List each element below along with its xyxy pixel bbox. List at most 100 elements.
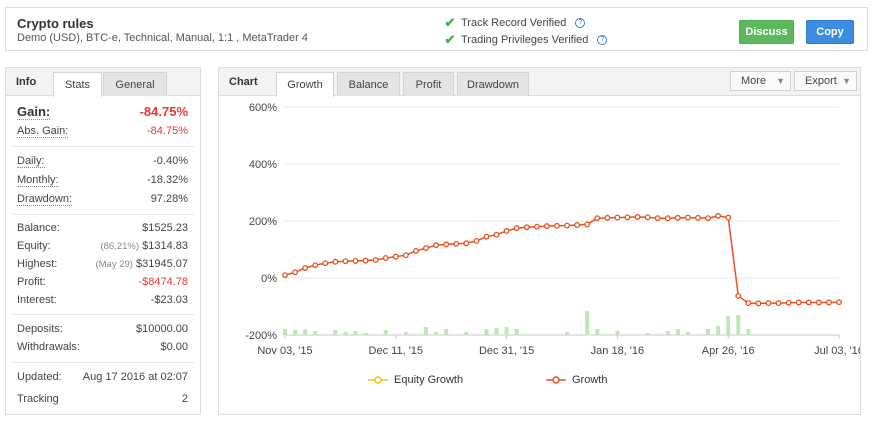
volume-bar — [434, 332, 439, 335]
growth-point — [342, 258, 349, 265]
growth-point — [554, 222, 560, 229]
gain-label: Gain: — [17, 104, 51, 120]
growth-point — [402, 252, 409, 259]
trading-privileges-verified: ✔ Trading Privileges Verified ? — [443, 32, 608, 48]
volume-bar — [383, 330, 388, 335]
equity-row: Equity: (86.21%) $1314.83 — [17, 240, 188, 252]
volume-bar — [303, 329, 308, 335]
tab-balance[interactable]: Balance — [337, 72, 400, 96]
x-tick-label: Jul 03, '16 — [814, 345, 860, 357]
equity-value: $1314.83 — [142, 240, 188, 252]
growth-point — [292, 269, 299, 276]
volume-bar — [706, 329, 711, 335]
volume-bar — [363, 333, 368, 335]
discuss-button[interactable]: Discuss — [739, 20, 794, 44]
growth-point — [523, 224, 530, 231]
growth-point — [503, 228, 510, 234]
system-subtitle: Demo (USD), BTC-e, Technical, Manual, 1:… — [17, 32, 308, 44]
volume-bar — [595, 329, 600, 335]
growth-point — [332, 258, 339, 265]
volume-bar — [514, 329, 519, 335]
legend-growth-label: Growth — [572, 374, 608, 386]
x-tick-label: Nov 03, '15 — [257, 345, 312, 357]
growth-point — [453, 240, 460, 247]
abs-gain-row: Abs. Gain: -84.75% — [17, 125, 188, 138]
growth-point — [795, 299, 802, 306]
more-label: More — [741, 75, 767, 87]
info-panel: Info Stats General Gain: -84.75% Abs. Ga… — [5, 67, 201, 415]
growth-chart[interactable]: 600% 400% 200% 0% -200% Nov 03, '15 Dec 11, '… — [219, 96, 860, 396]
volume-bar — [585, 311, 590, 335]
volume-bar — [675, 329, 680, 335]
volume-bar — [333, 330, 338, 335]
growth-point — [584, 221, 591, 228]
divider — [12, 362, 194, 363]
growth-point — [312, 262, 319, 269]
help-icon[interactable]: ? — [575, 18, 586, 28]
highest-row: Highest: (May 29) $31945.07 — [17, 258, 188, 270]
growth-point — [775, 300, 782, 307]
growth-point — [674, 214, 681, 221]
export-dropdown[interactable]: Export ▼ — [794, 71, 857, 91]
volume-bar — [343, 332, 348, 335]
chart-title: Chart — [229, 76, 258, 88]
profit-label: Profit: — [17, 276, 46, 288]
growth-point — [282, 272, 288, 279]
volume-bar — [685, 332, 690, 335]
copy-button[interactable]: Copy — [806, 20, 854, 44]
info-tabbar: Info Stats General — [6, 68, 200, 97]
volume-bar — [424, 327, 429, 335]
volume-bar — [726, 316, 731, 335]
growth-point — [483, 233, 490, 240]
growth-point — [614, 214, 621, 221]
monthly-value: -18.32% — [147, 174, 188, 186]
tracking-value: 2 — [181, 393, 188, 405]
tab-general[interactable]: General — [103, 72, 167, 96]
tab-drawdown[interactable]: Drawdown — [457, 72, 529, 96]
chevron-down-icon: ▼ — [842, 76, 851, 86]
highest-value: $31945.07 — [136, 258, 188, 270]
system-header: Crypto rules Demo (USD), BTC-e, Technica… — [5, 7, 868, 51]
tab-growth[interactable]: Growth — [276, 72, 334, 97]
monthly-label: Monthly: — [17, 174, 59, 187]
balance-row: Balance: $1525.23 — [17, 222, 188, 234]
highest-note: (May 29) — [95, 259, 133, 270]
deposits-row: Deposits: $10000.00 — [17, 323, 188, 335]
check-icon: ✔ — [444, 32, 456, 47]
growth-point — [785, 299, 792, 306]
growth-point — [372, 257, 379, 263]
profit-row: Profit: -$8474.78 — [17, 276, 188, 288]
divider — [12, 146, 194, 147]
volume-bar — [736, 315, 741, 335]
withdrawals-value: $0.00 — [160, 341, 188, 353]
profit-value: -$8474.78 — [138, 276, 188, 288]
updated-label: Updated: — [17, 371, 62, 383]
x-tick-label: Apr 26, '16 — [702, 345, 755, 357]
y-tick-label: 600% — [249, 102, 277, 114]
balance-value: $1525.23 — [142, 222, 188, 234]
growth-point — [805, 299, 812, 306]
growth-point — [745, 300, 752, 307]
legend-growth[interactable]: Growth — [545, 374, 607, 386]
tracking-label: Tracking — [17, 393, 59, 405]
growth-point — [473, 237, 480, 244]
updated-value: Aug 17 2016 at 02:07 — [82, 371, 188, 383]
growth-point — [543, 223, 550, 230]
abs-gain-label: Abs. Gain: — [17, 125, 69, 138]
volume-bar — [494, 328, 499, 335]
tracking-row: Tracking 2 — [17, 393, 188, 405]
growth-point — [634, 214, 641, 220]
growth-point — [513, 225, 520, 232]
gain-row: Gain: -84.75% — [17, 104, 188, 120]
growth-point — [302, 265, 309, 271]
volume-bar — [283, 329, 287, 335]
daily-value: -0.40% — [153, 155, 188, 167]
help-icon[interactable]: ? — [597, 35, 608, 45]
drawdown-value: 97.28% — [150, 193, 188, 205]
growth-point — [735, 293, 742, 299]
tab-stats[interactable]: Stats — [53, 72, 102, 97]
daily-row: Daily: -0.40% — [17, 155, 188, 168]
tab-profit[interactable]: Profit — [403, 72, 454, 96]
legend-equity-growth[interactable]: Equity Growth — [367, 374, 463, 386]
more-dropdown[interactable]: More ▼ — [730, 71, 791, 91]
